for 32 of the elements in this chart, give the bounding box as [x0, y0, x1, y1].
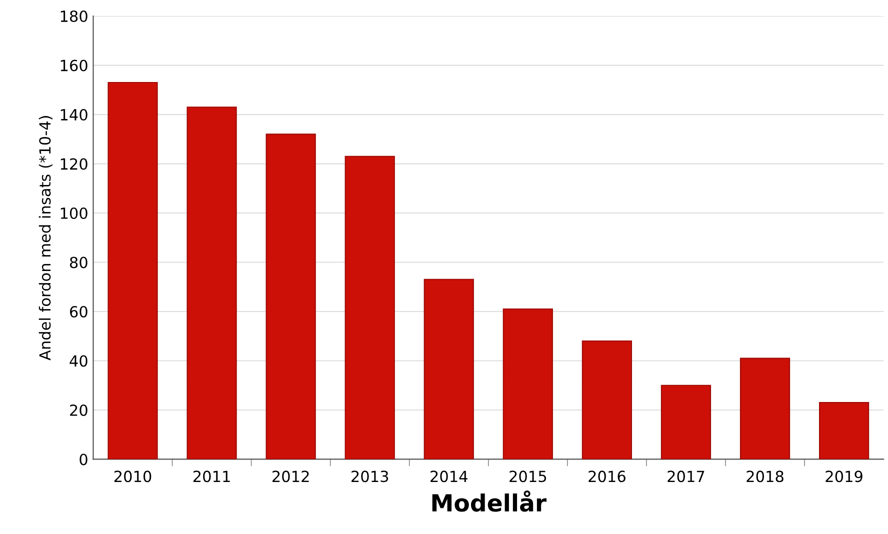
x-tick-label: 2013 [352, 470, 388, 482]
y-tick-label: 180 [60, 10, 88, 22]
bar [344, 156, 395, 460]
x-axis-title: Modellår [432, 490, 547, 512]
y-tick-label: 40 [70, 355, 88, 367]
y-tick-label: 160 [60, 60, 88, 72]
bar [660, 384, 712, 460]
bar [740, 358, 790, 460]
y-axis-title: Andel fordon med insats (*10-4) [38, 116, 52, 360]
bar [582, 340, 632, 460]
y-tick-label: 80 [70, 256, 88, 268]
y-tick-label: 0 [80, 454, 88, 466]
bar [266, 134, 316, 460]
x-tick-label: 2011 [193, 470, 230, 482]
x-tick-label: 2015 [510, 470, 546, 482]
x-tick-label: 2014 [430, 470, 468, 482]
x-tick-label: 2019 [826, 470, 862, 482]
y-tick-label: 20 [70, 404, 88, 416]
y-tick-label: 60 [70, 306, 88, 318]
x-tick-label: 2012 [272, 470, 309, 482]
x-tick-label: 2017 [668, 470, 704, 482]
bar [108, 82, 158, 460]
x-tick-label: 2010 [114, 470, 152, 482]
x-tick-label: 2018 [746, 470, 784, 482]
x-tick-label: 2016 [588, 470, 626, 482]
y-tick-label: 140 [60, 108, 88, 121]
y-tick-label: 120 [60, 158, 88, 170]
bar [818, 402, 870, 460]
y-tick-label: 100 [60, 207, 88, 220]
bar [502, 308, 553, 460]
bar [424, 278, 474, 460]
bar [186, 106, 237, 460]
